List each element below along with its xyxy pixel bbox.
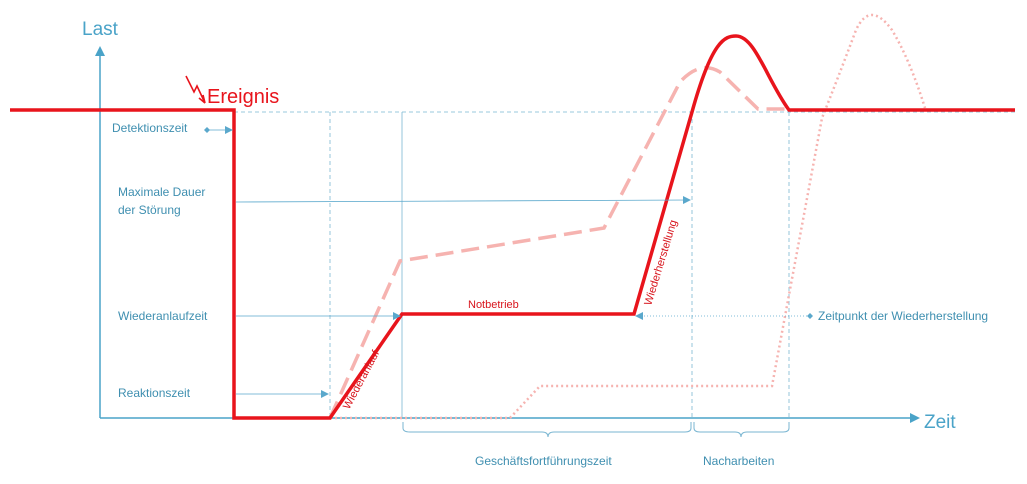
restart-time-label: Wiederanlaufzeit <box>118 309 208 323</box>
max-duration-arrow <box>235 196 691 205</box>
restoration-point-label: Zeitpunkt der Wiederherstellung <box>818 309 988 323</box>
reaction-time-label: Reaktionszeit <box>118 386 191 400</box>
main-load-curve <box>10 34 1015 420</box>
max-duration-label-2: der Störung <box>118 203 181 217</box>
faded-dashed-curve <box>328 66 790 419</box>
x-axis-label: Zeit <box>924 412 956 433</box>
vertical-guides <box>233 111 1015 418</box>
event-label: Ereignis <box>207 86 279 108</box>
postwork-label: Nacharbeiten <box>703 454 774 468</box>
lightning-icon <box>185 75 206 104</box>
continuity-time-label: Geschäftsfortführungszeit <box>475 454 612 468</box>
detection-time-label: Detektionszeit <box>112 121 188 135</box>
y-axis-label: Last <box>82 19 119 40</box>
emergency-operation-label: Notbetrieb <box>468 299 519 311</box>
continuity-brace <box>402 422 692 438</box>
postwork-brace <box>693 422 790 438</box>
max-duration-label-1: Maximale Dauer <box>118 185 205 199</box>
faded-dotted-curve <box>330 13 927 420</box>
